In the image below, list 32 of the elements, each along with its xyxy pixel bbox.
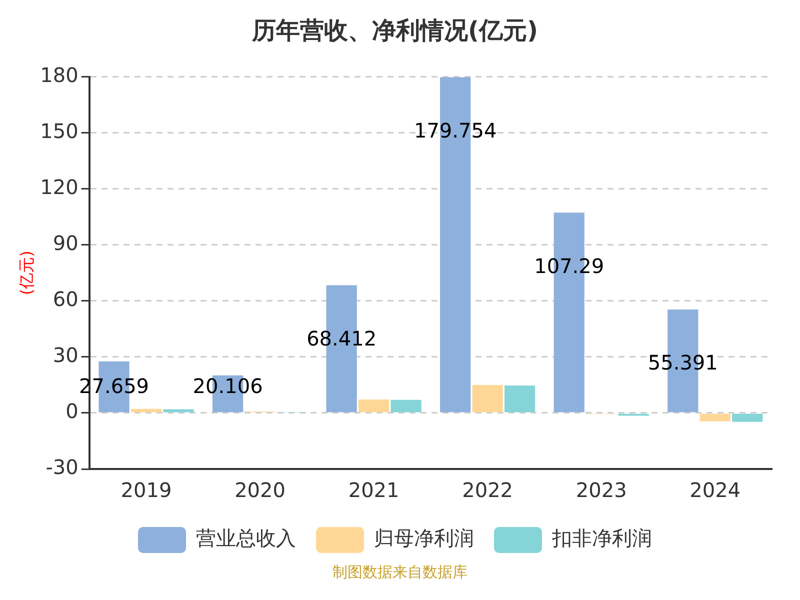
legend-label: 营业总收入: [196, 526, 296, 550]
legend-label: 扣非净利润: [551, 526, 652, 550]
bar: [700, 414, 730, 422]
y-tick-label: 150: [40, 119, 78, 144]
data-label: 68.412: [306, 326, 377, 350]
bar: [390, 400, 422, 412]
text: 制图数据来自数据库: [332, 563, 468, 582]
data-label: 179.754: [414, 118, 497, 142]
y-tick-label: 30: [52, 343, 78, 368]
x-tick-label: 2021: [348, 478, 400, 502]
y-axis-title: (亿元): [16, 250, 36, 296]
legend-label: 归母净利润: [374, 526, 474, 550]
data-label: 55.391: [648, 350, 718, 375]
bar: [504, 386, 536, 412]
data-label: 107.29: [534, 254, 604, 278]
y-tick-label: 90: [52, 231, 78, 256]
x-tick-label: 2024: [690, 478, 741, 502]
x-tick-label: 2023: [576, 478, 627, 502]
x-tick-label: 2020: [234, 478, 286, 502]
bar: [358, 400, 390, 412]
y-tick-label: -30: [46, 455, 78, 480]
y-tick-label: 120: [40, 175, 78, 200]
y-tick-label: 0: [66, 399, 78, 424]
y-tick-label: 180: [40, 63, 78, 88]
chart-title: 历年营收、净利情况(亿元): [251, 16, 538, 45]
x-tick-label: 2022: [462, 478, 514, 502]
data-label: 20.106: [192, 374, 263, 398]
x-tick-label: 2019: [120, 478, 172, 502]
y-tick-label: 60: [52, 287, 78, 312]
bar: [732, 414, 763, 422]
bar: [472, 384, 503, 412]
bar: [163, 409, 194, 412]
